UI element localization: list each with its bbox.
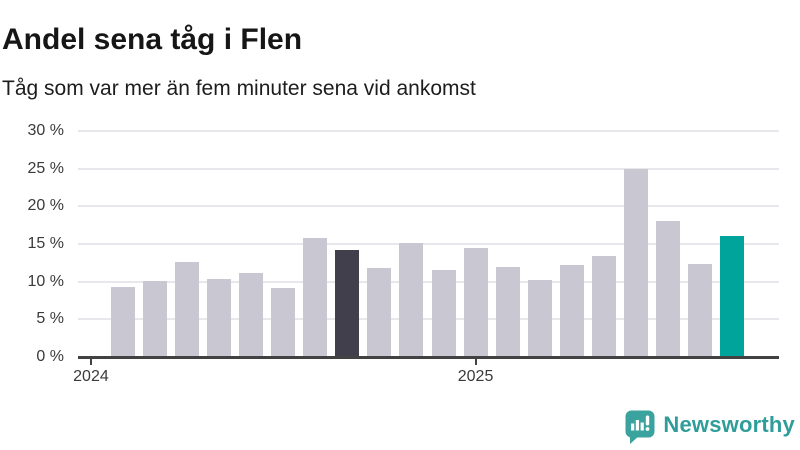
y-axis-tick-label: 5 % xyxy=(36,310,64,328)
gridline-5 xyxy=(78,318,779,321)
chart-title: Andel sena tåg i Flen xyxy=(2,23,303,57)
bar-maj-2025 xyxy=(591,256,616,357)
bar-feb-2024 xyxy=(111,286,135,357)
bar-aug-2025 xyxy=(687,264,712,357)
y-axis-tick-label: 30 % xyxy=(27,122,64,139)
x-axis-tick xyxy=(89,357,92,365)
newsworthy-speech-bubble-chart-icon xyxy=(625,410,655,444)
gridline-15 xyxy=(78,243,779,245)
bar-mar-2024 xyxy=(143,280,168,357)
gridline-20 xyxy=(78,205,779,208)
brand-name: Newsworthy xyxy=(663,412,795,437)
y-axis-tick-label: 10 % xyxy=(27,272,64,290)
newsworthy-logo: Newsworthy xyxy=(625,409,795,445)
gridline-10 xyxy=(78,280,779,283)
x-axis-line xyxy=(78,356,779,359)
y-axis-tick-label: 0 % xyxy=(36,348,64,365)
y-axis-tick-label: 25 % xyxy=(27,159,64,177)
bar-apr-2025 xyxy=(559,265,584,357)
x-axis-tick-label: 2024 xyxy=(73,368,109,385)
bar-jul-2025 xyxy=(655,220,680,357)
bar-jul-2024 xyxy=(271,288,296,357)
bar-jun-2024 xyxy=(239,272,264,357)
bar-feb-2025 xyxy=(495,266,520,357)
y-axis-tick-label: 20 % xyxy=(27,197,64,215)
chart-subtitle: Tåg som var mer än fem minuter sena vid … xyxy=(2,77,476,100)
bar-nov-2024 xyxy=(399,243,424,357)
bar-maj-2024 xyxy=(207,278,232,357)
bar-jun-2025 xyxy=(623,168,648,357)
x-axis-tick xyxy=(474,357,477,365)
bar-okt-2024 xyxy=(367,268,392,357)
bar-sep-2024 xyxy=(335,250,360,357)
bar-mar-2025 xyxy=(527,280,552,357)
bar-aug-2024 xyxy=(303,237,328,357)
x-axis-tick-label: 2025 xyxy=(457,368,494,385)
gridline-30 xyxy=(78,130,779,132)
gridline-25 xyxy=(78,167,779,170)
bar-apr-2024 xyxy=(175,262,200,357)
bar-dec-2024 xyxy=(431,270,456,357)
bar-sep-2025 xyxy=(719,236,744,357)
bar-jan-2025 xyxy=(463,247,488,357)
y-axis-tick-label: 15 % xyxy=(27,235,64,252)
